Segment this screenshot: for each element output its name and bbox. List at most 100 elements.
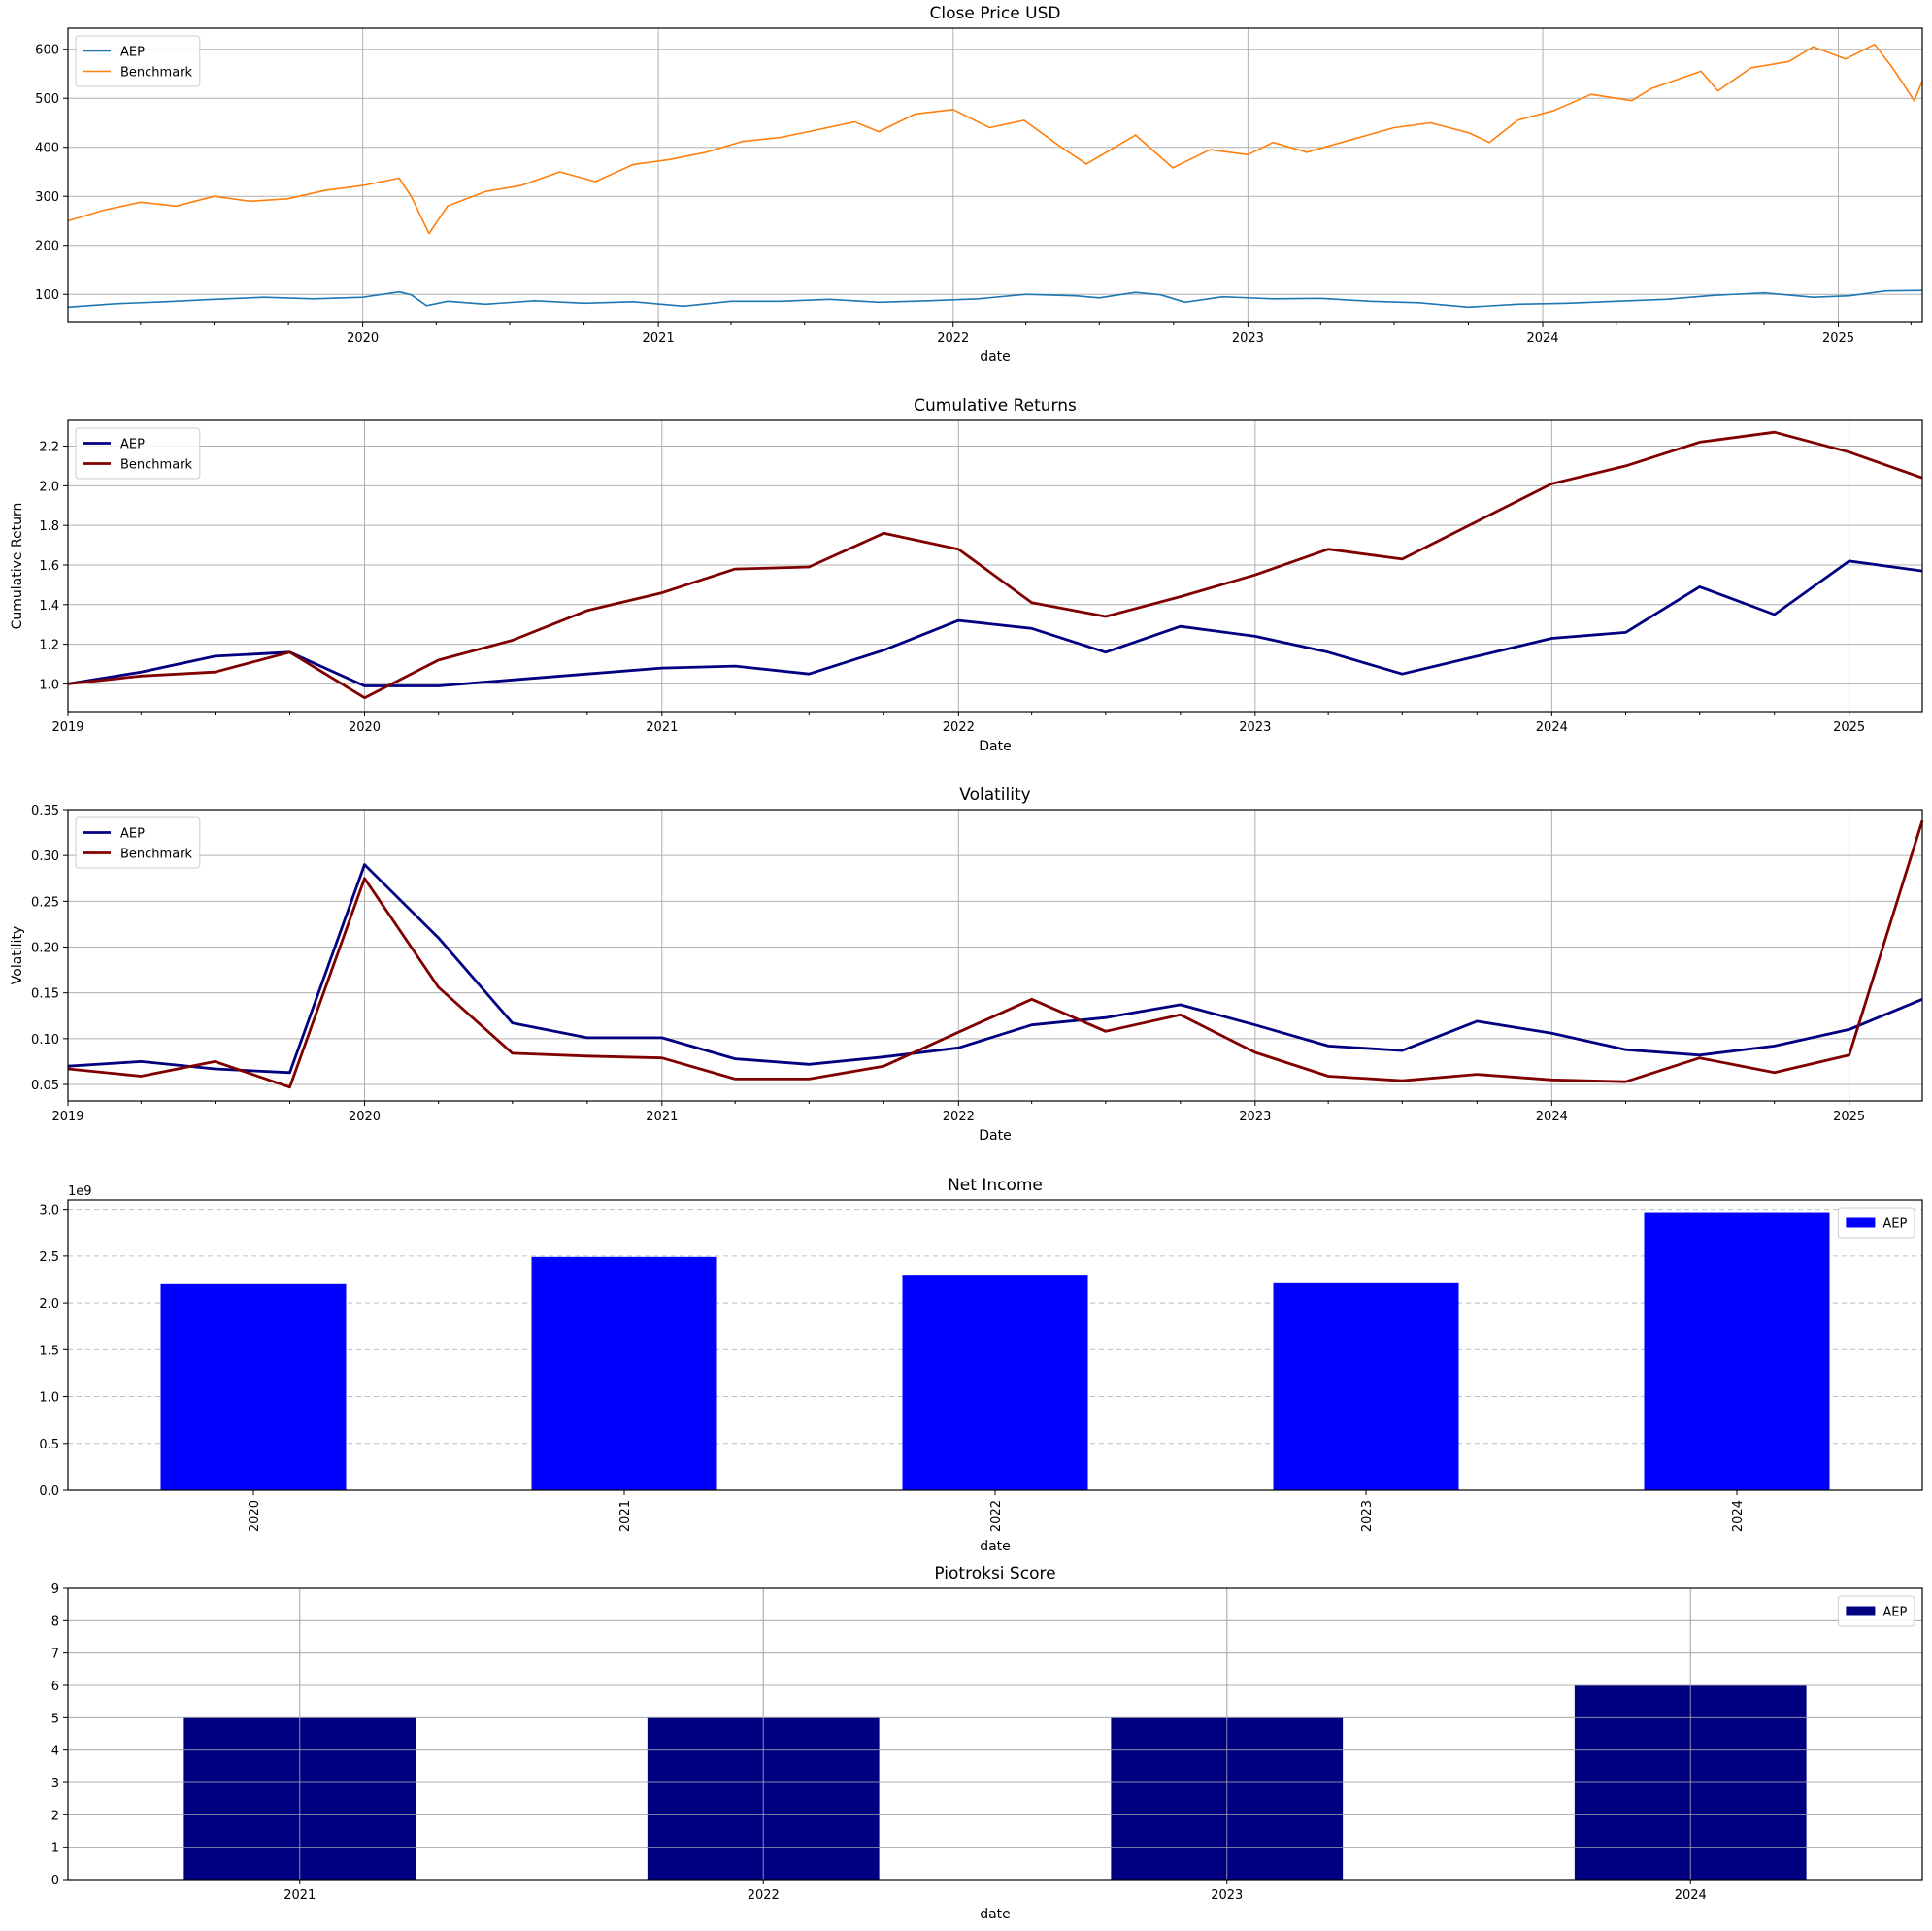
series-line-benchmark — [67, 430, 1923, 700]
legend-frame — [1837, 1207, 1915, 1239]
chart-title: Piotroksi Score — [934, 1564, 1055, 1583]
x-tick-label: 2024 — [1536, 720, 1568, 735]
series-line-aep — [67, 289, 1923, 309]
y-tick-label: 3 — [51, 1777, 59, 1791]
x-tick-label: 2023 — [1239, 1110, 1271, 1124]
y-tick-label: 1.2 — [39, 639, 59, 653]
x-axis-label: Date — [979, 739, 1011, 754]
series-line-aep — [67, 559, 1923, 687]
legend-label: AEP — [1882, 1606, 1907, 1620]
y-tick-label: 0.30 — [31, 849, 59, 864]
x-tick-label: 2023 — [1232, 331, 1264, 346]
y-tick-label: 0.05 — [31, 1079, 59, 1093]
y-tick-label: 3.0 — [39, 1204, 59, 1218]
legend-label: Benchmark — [120, 66, 193, 81]
legend: AEP Benchmark — [75, 35, 201, 87]
chart-title: Volatility — [959, 785, 1030, 805]
y-tick-label: 1.5 — [39, 1344, 59, 1358]
x-axis-label: date — [980, 350, 1011, 365]
x-tick-label: 2025 — [1822, 331, 1854, 346]
legend-label: AEP — [120, 827, 145, 842]
x-tick-label: 2021 — [646, 1110, 678, 1124]
y-tick-label: 2 — [51, 1809, 59, 1823]
series-line-benchmark — [67, 43, 1923, 235]
axes-frame — [67, 1587, 1923, 1881]
y-tick-label: 1.0 — [39, 678, 59, 692]
x-tick-label: 2021 — [283, 1888, 316, 1903]
y-tick-label: 1.4 — [39, 599, 59, 614]
bar — [160, 1283, 347, 1490]
x-tick-label: 2023 — [1360, 1500, 1375, 1532]
legend: AEP Benchmark — [75, 816, 201, 869]
x-tick-label: 2024 — [1526, 331, 1558, 346]
legend-frame — [1837, 1595, 1915, 1627]
y-tick-label: 2.0 — [39, 1297, 59, 1312]
y-tick-label: 6 — [51, 1680, 59, 1694]
x-tick-label: 2021 — [618, 1500, 633, 1532]
y-axis-label: Cumulative Return — [10, 503, 25, 630]
legend-label: Benchmark — [120, 848, 193, 862]
x-tick-label: 2022 — [989, 1500, 1004, 1532]
x-axis-label: Date — [979, 1128, 1011, 1144]
bar — [1273, 1282, 1459, 1490]
y-tick-label: 2.5 — [39, 1250, 59, 1265]
chart-volatility: Volatility 0.05 0.10 0.15 0.20 0.25 0.30 0.35 20… — [10, 785, 1924, 1144]
x-tick-label: 2020 — [349, 1110, 381, 1124]
legend-label: Benchmark — [120, 458, 193, 473]
y-tick-label: 8 — [51, 1615, 59, 1629]
y-tick-label: 600 — [35, 44, 59, 58]
legend: AEP — [1837, 1207, 1915, 1239]
legend: AEP Benchmark — [75, 427, 201, 480]
y-tick-label: 1.6 — [39, 559, 59, 574]
legend-frame — [75, 35, 201, 87]
legend-swatch — [1846, 1217, 1876, 1228]
x-tick-label: 2020 — [347, 331, 379, 346]
x-tick-label: 2023 — [1239, 720, 1271, 735]
axes-frame — [67, 809, 1923, 1102]
legend-swatch — [1846, 1606, 1876, 1616]
legend-label: AEP — [120, 438, 145, 452]
legend-frame — [75, 816, 201, 869]
y-tick-label: 100 — [35, 288, 59, 303]
y-tick-label: 0 — [51, 1874, 59, 1888]
bar — [902, 1275, 1088, 1490]
y-tick-label: 1.8 — [39, 519, 59, 534]
y-tick-label: 9 — [51, 1582, 59, 1597]
y-tick-label: 1 — [51, 1842, 59, 1856]
y-tick-label: 0.0 — [39, 1484, 59, 1499]
legend-frame — [75, 427, 201, 480]
y-tick-label: 200 — [35, 240, 59, 254]
y-tick-label: 0.15 — [31, 987, 59, 1002]
y-tick-label: 0.20 — [31, 942, 59, 956]
legend: AEP — [1837, 1595, 1915, 1627]
chart-piotroski: Piotroksi Score 0 1 2 3 4 5 6 7 8 9 2021 2022 2023 202… — [51, 1564, 1923, 1922]
x-tick-label: 2022 — [943, 1110, 975, 1124]
y-tick-label: 7 — [51, 1648, 59, 1662]
x-tick-label: 2022 — [937, 331, 969, 346]
series-line-aep — [67, 863, 1923, 1075]
bar — [531, 1256, 717, 1490]
y-tick-label: 0.10 — [31, 1033, 59, 1048]
bar — [1644, 1212, 1830, 1490]
y-tick-label: 2.2 — [39, 441, 59, 455]
x-tick-label: 2022 — [943, 720, 975, 735]
x-tick-label: 2020 — [349, 720, 381, 735]
x-axis-label: date — [980, 1539, 1011, 1554]
y-tick-label: 2.0 — [39, 480, 59, 494]
chart-net-income: Net Income 0.0 0.5 1.0 1.5 2.0 2.5 3.0 2020 2021 2… — [39, 1176, 1923, 1554]
x-tick-label: 2024 — [1536, 1110, 1568, 1124]
series-line-benchmark — [67, 819, 1924, 1089]
y-tick-label: 0.5 — [39, 1438, 59, 1452]
x-tick-label: 2021 — [646, 720, 678, 735]
chart-title: Close Price USD — [930, 4, 1061, 23]
x-tick-label: 2020 — [248, 1500, 262, 1532]
x-tick-label: 2025 — [1833, 720, 1865, 735]
x-tick-label: 2021 — [643, 331, 675, 346]
x-axis-label: date — [980, 1907, 1011, 1922]
chart-close-price: Close Price USD 100 200 300 400 500 600 2020 202… — [35, 4, 1923, 365]
x-tick-label: 2024 — [1731, 1500, 1746, 1532]
axes-frame — [67, 419, 1923, 713]
axes-frame — [67, 1199, 1923, 1491]
legend-label: AEP — [1882, 1217, 1907, 1232]
